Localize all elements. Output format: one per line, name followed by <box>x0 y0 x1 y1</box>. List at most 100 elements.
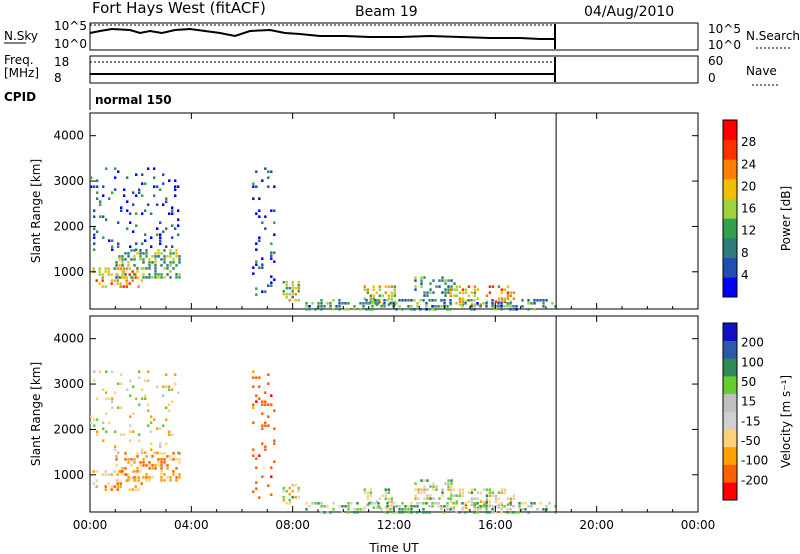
echo-cell <box>148 479 151 482</box>
echo-cell <box>335 305 338 308</box>
echo-cell <box>261 442 264 445</box>
echo-cell <box>384 285 387 288</box>
echo-cell <box>137 488 140 491</box>
echo-cell <box>177 218 180 221</box>
echo-cell <box>473 294 477 297</box>
echo-cell <box>375 500 378 503</box>
echo-cell <box>530 505 533 508</box>
echo-cell <box>320 308 323 311</box>
echo-cell <box>136 270 139 273</box>
echo-cell <box>128 488 131 491</box>
echo-cell <box>255 170 258 173</box>
echo-cell <box>110 473 113 476</box>
echo-cell <box>377 502 380 505</box>
echo-cell <box>95 485 98 488</box>
echo-cell <box>404 299 407 302</box>
echo-cell <box>485 294 489 297</box>
echo-cell <box>473 308 476 311</box>
echo-cell <box>252 370 255 373</box>
echo-cell <box>390 503 393 506</box>
echo-cell <box>417 497 420 500</box>
echo-cell <box>488 285 492 288</box>
echo-cell <box>163 458 166 461</box>
echo-cell <box>461 305 464 308</box>
echo-cell <box>372 288 375 291</box>
echo-cell <box>96 230 99 233</box>
echo-cell <box>383 305 386 308</box>
echo-cell <box>145 249 148 252</box>
echo-cell <box>138 191 141 194</box>
echo-cell <box>288 292 291 296</box>
echo-cell <box>172 252 175 255</box>
echo-cell <box>119 285 122 288</box>
echo-cell <box>455 294 459 297</box>
echo-cell <box>138 439 141 442</box>
echo-cell <box>93 215 96 218</box>
echo-cell <box>509 502 512 505</box>
echo-cell <box>117 406 120 409</box>
echo-cell <box>105 391 108 394</box>
plot-frame <box>89 112 699 310</box>
echo-cell <box>165 197 168 200</box>
echo-cell <box>154 267 157 270</box>
echo-cell <box>288 492 291 496</box>
echo-cell <box>449 302 452 305</box>
echo-cell <box>353 305 356 308</box>
echo-cell <box>476 297 480 300</box>
echo-cell <box>139 470 142 473</box>
echo-cell <box>110 488 113 491</box>
echo-cell <box>404 505 407 508</box>
echo-cell <box>261 266 264 269</box>
echo-cell <box>270 493 273 496</box>
echo-cell <box>440 505 443 508</box>
echo-cell <box>512 305 515 308</box>
echo-cell <box>96 433 99 436</box>
echo-cell <box>154 270 157 273</box>
echo-cell <box>151 464 154 467</box>
echo-cell <box>258 236 261 239</box>
echo-cell <box>136 452 139 455</box>
echo-cell <box>117 382 120 385</box>
echo-cell <box>156 227 159 230</box>
echo-cell <box>297 298 300 302</box>
echo-cell <box>429 497 432 500</box>
echo-cell <box>551 302 554 305</box>
echo-cell <box>101 273 104 276</box>
echo-cell <box>291 295 294 299</box>
echo-cell <box>160 470 163 473</box>
echo-cell <box>434 308 437 311</box>
noise-panel: N.Sky 10^5 10^0 10^5 10^0 N.Search <box>4 19 800 52</box>
echo-cell <box>177 391 180 394</box>
echo-cell <box>458 494 462 497</box>
echo-cell <box>473 303 477 306</box>
echo-cell <box>464 503 468 506</box>
echo-cell <box>425 308 428 311</box>
echo-cell <box>169 264 172 267</box>
echo-cell <box>115 464 118 467</box>
echo-cell <box>124 252 127 255</box>
echo-cell <box>455 511 458 514</box>
echo-cell <box>375 303 378 306</box>
noise-right-label: N.Search <box>746 29 800 43</box>
echo-cell <box>111 191 114 194</box>
echo-cell <box>392 511 395 514</box>
echo-cell <box>131 470 134 473</box>
echo-cell <box>160 258 163 261</box>
echo-cell <box>148 476 151 479</box>
echo-cell <box>428 511 431 514</box>
echo-cell <box>127 476 130 479</box>
echo-cell <box>314 308 317 311</box>
echo-cell <box>366 503 369 506</box>
echo-cell <box>455 288 459 291</box>
echo-cell <box>473 305 476 308</box>
echo-cell <box>371 305 374 308</box>
noise-panel-frame <box>89 22 699 51</box>
echo-cell <box>369 488 372 491</box>
echo-cell <box>174 373 177 376</box>
echo-cell <box>446 308 449 311</box>
echo-cell <box>497 497 501 500</box>
echo-cell <box>115 276 118 279</box>
echo-cell <box>135 248 138 251</box>
echo-cell <box>476 506 480 509</box>
echo-cell <box>392 502 395 505</box>
